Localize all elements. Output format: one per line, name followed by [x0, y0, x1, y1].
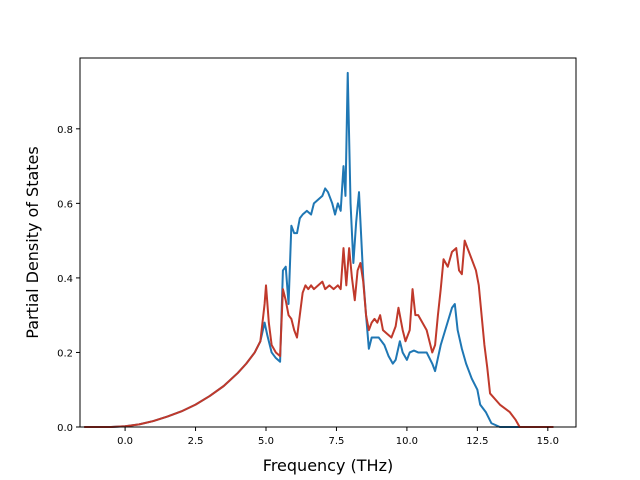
x-axis-label: Frequency (THz) — [263, 456, 393, 475]
x-tick-label: 5.0 — [258, 436, 274, 447]
y-tick-label: 0.4 — [57, 274, 73, 285]
series-layer — [84, 71, 554, 428]
x-tick-label: 12.5 — [466, 436, 488, 447]
series-line-2 — [84, 239, 554, 428]
x-tick-label: 15.0 — [537, 436, 559, 447]
x-tick-label: 10.0 — [396, 436, 418, 447]
y-axis-ticks: 0.0 0.2 0.4 0.6 0.8 — [57, 125, 80, 434]
y-tick-label: 0.6 — [57, 199, 73, 210]
y-tick-label: 0.0 — [57, 423, 73, 434]
y-tick-label: 0.8 — [57, 125, 73, 136]
y-tick-label: 0.2 — [57, 348, 73, 359]
x-tick-label: 7.5 — [329, 436, 345, 447]
plot-area — [80, 58, 576, 427]
x-tick-label: 0.0 — [117, 436, 133, 447]
x-tick-label: 2.5 — [188, 436, 204, 447]
y-axis-label: Partial Density of States — [23, 146, 42, 338]
plot-frame — [79, 57, 577, 428]
x-axis-ticks: 0.0 2.5 5.0 7.5 10.0 12.5 15.0 — [117, 427, 559, 447]
